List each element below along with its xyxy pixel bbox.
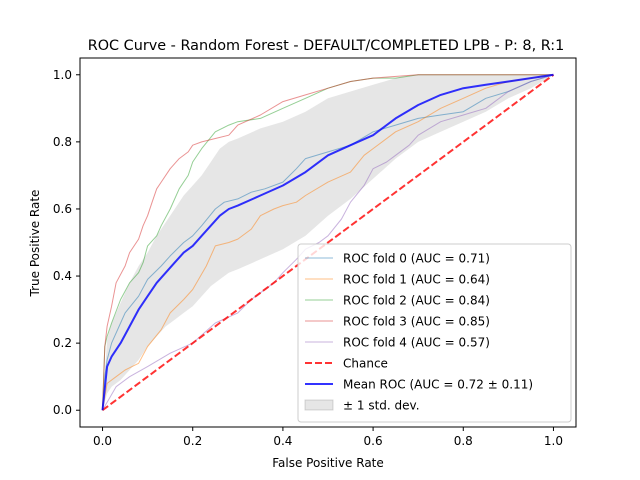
y-tick-label: 0.0 xyxy=(53,403,72,417)
legend-label: ROC fold 3 (AUC = 0.85) xyxy=(343,315,490,329)
roc-fold-0-line xyxy=(102,74,554,411)
legend-label: ROC fold 2 (AUC = 0.84) xyxy=(343,294,490,308)
legend-box xyxy=(297,243,572,423)
x-tick-label: 0.4 xyxy=(273,434,292,448)
y-tick-label: 0.4 xyxy=(53,269,72,283)
roc-fold-3-line xyxy=(102,74,554,411)
chance-line xyxy=(101,73,555,412)
legend: ROC fold 0 (AUC = 0.71) ROC fold 1 (AUC =… xyxy=(297,243,572,423)
axis-ticks: 0.0 0.2 0.4 0.6 0.8 1.0 0.0 0.2 0.4 0.6 0.8 1.0 xyxy=(53,68,563,448)
x-tick-label: 1.0 xyxy=(544,434,563,448)
legend-label: ROC fold 0 (AUC = 0.71) xyxy=(343,252,490,266)
legend-label: Mean ROC (AUC = 0.72 ± 0.11) xyxy=(343,378,533,392)
y-tick-label: 0.8 xyxy=(53,135,72,149)
std-dev-band xyxy=(102,74,554,411)
x-tick-label: 0.0 xyxy=(93,434,112,448)
legend-label: ROC fold 1 (AUC = 0.64) xyxy=(343,273,490,287)
y-tick-label: 0.2 xyxy=(53,336,72,350)
roc-fold-1-line xyxy=(102,74,554,411)
legend-swatch xyxy=(304,399,334,411)
plot-area xyxy=(101,73,555,412)
x-tick-label: 0.6 xyxy=(364,434,383,448)
y-tick-label: 0.6 xyxy=(53,202,72,216)
legend-label: ROC fold 4 (AUC = 0.57) xyxy=(343,336,490,350)
axes-frame xyxy=(79,57,577,428)
roc-fold-4-line xyxy=(102,74,554,411)
y-tick-label: 1.0 xyxy=(53,68,72,82)
legend-label: Chance xyxy=(343,357,388,371)
x-tick-label: 0.2 xyxy=(183,434,202,448)
x-tick-label: 0.8 xyxy=(454,434,473,448)
y-axis-label: True Positive Rate xyxy=(28,190,42,298)
legend-label: ± 1 std. dev. xyxy=(343,399,420,413)
x-axis-label: False Positive Rate xyxy=(272,456,384,470)
mean-roc-line xyxy=(101,73,554,411)
chart-title: ROC Curve - Random Forest - DEFAULT/COMP… xyxy=(88,38,565,54)
